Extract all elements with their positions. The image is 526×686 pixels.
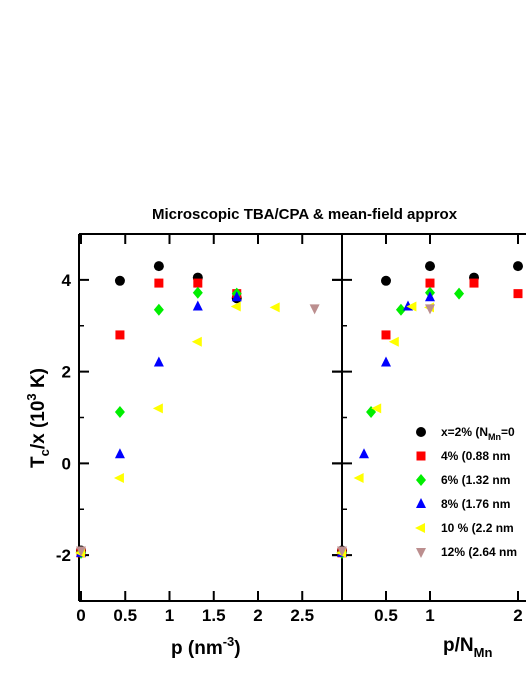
data-point-left bbox=[114, 405, 125, 418]
data-point-right bbox=[425, 261, 435, 272]
data-point-right bbox=[425, 291, 435, 302]
data-point-left bbox=[192, 286, 203, 299]
data-point-left bbox=[269, 302, 280, 313]
panel-left-xtick-label: 1 bbox=[165, 606, 174, 625]
data-point-right bbox=[337, 546, 347, 557]
data-point-right bbox=[381, 330, 391, 340]
data-point-left bbox=[153, 303, 164, 316]
panel-left-xtick-label: 2.5 bbox=[290, 606, 314, 625]
data-point-right bbox=[381, 356, 391, 367]
panel-right-xtick-label: 1 bbox=[425, 606, 434, 625]
panel-right-xtick-label: 0.5 bbox=[374, 606, 398, 625]
legend-marker bbox=[416, 498, 426, 508]
panel-left-xtick-label: 1.5 bbox=[202, 606, 226, 625]
data-point-left bbox=[192, 300, 203, 311]
data-point-right bbox=[395, 303, 406, 316]
legend-marker bbox=[416, 548, 426, 558]
panel-left-xtick-label: 0.5 bbox=[113, 606, 137, 625]
panel-left-xtick-label: 0 bbox=[76, 606, 85, 625]
legend-label: 8% (1.76 nm bbox=[441, 497, 510, 511]
data-point-right bbox=[359, 448, 369, 459]
legend-label: 6% (1.32 nm bbox=[441, 473, 510, 487]
data-point-right bbox=[371, 403, 382, 414]
panel-left-ytick-label: -2 bbox=[56, 546, 71, 565]
data-point-right bbox=[454, 287, 465, 300]
legend-label: 4% (0.88 nm bbox=[441, 449, 510, 463]
legend-label: 12% (2.64 nm bbox=[441, 545, 517, 559]
data-point-right bbox=[353, 473, 364, 484]
data-point-right bbox=[425, 304, 435, 315]
panel-left-xtick-label: 2 bbox=[253, 606, 262, 625]
legend-marker bbox=[416, 474, 426, 486]
data-point-left bbox=[152, 403, 163, 414]
data-point-right bbox=[388, 336, 399, 347]
legend-label: 10 % (2.2 nm bbox=[441, 521, 514, 535]
data-point-left bbox=[231, 291, 242, 302]
panel-left-ytick-label: 0 bbox=[62, 454, 71, 473]
legend-marker bbox=[416, 427, 426, 437]
data-point-right bbox=[513, 261, 523, 272]
data-point-right bbox=[469, 278, 479, 288]
chart-title: Microscopic TBA/CPA & mean-field approx bbox=[152, 206, 458, 223]
chart-marks: -2 0 2 4 0 0.5 1 1.5 2 2.5 0.5 1 2 x=2% (NMn=0 4% (0.8… bbox=[56, 233, 523, 625]
data-point-left bbox=[114, 275, 125, 286]
data-point-left bbox=[115, 330, 125, 340]
y-axis-label: Tc/x (103 K) bbox=[24, 368, 52, 468]
data-point-right bbox=[425, 278, 435, 288]
data-point-left bbox=[113, 473, 124, 484]
legend-marker bbox=[415, 523, 425, 533]
data-point-left bbox=[114, 448, 125, 459]
data-point-right bbox=[513, 289, 523, 299]
data-point-left bbox=[153, 356, 164, 367]
data-point-right bbox=[381, 275, 391, 286]
data-point-left bbox=[191, 336, 202, 347]
right-x-axis-label: p/NMn bbox=[443, 635, 492, 660]
data-point-left bbox=[309, 304, 320, 315]
data-point-left bbox=[193, 278, 203, 288]
panel-left-ytick-label: 2 bbox=[62, 363, 71, 382]
data-point-left bbox=[154, 278, 164, 288]
left-x-axis-label: p (nm-3) bbox=[171, 634, 241, 659]
panel-right-xtick-label: 2 bbox=[513, 606, 522, 625]
data-point-left bbox=[153, 261, 164, 272]
legend-label: x=2% (NMn=0 bbox=[441, 425, 515, 442]
data-point-left bbox=[76, 546, 86, 557]
legend-marker bbox=[416, 451, 426, 461]
data-point-right bbox=[406, 301, 417, 312]
data-point-left bbox=[230, 301, 241, 312]
panel-left-ytick-label: 4 bbox=[62, 271, 72, 290]
